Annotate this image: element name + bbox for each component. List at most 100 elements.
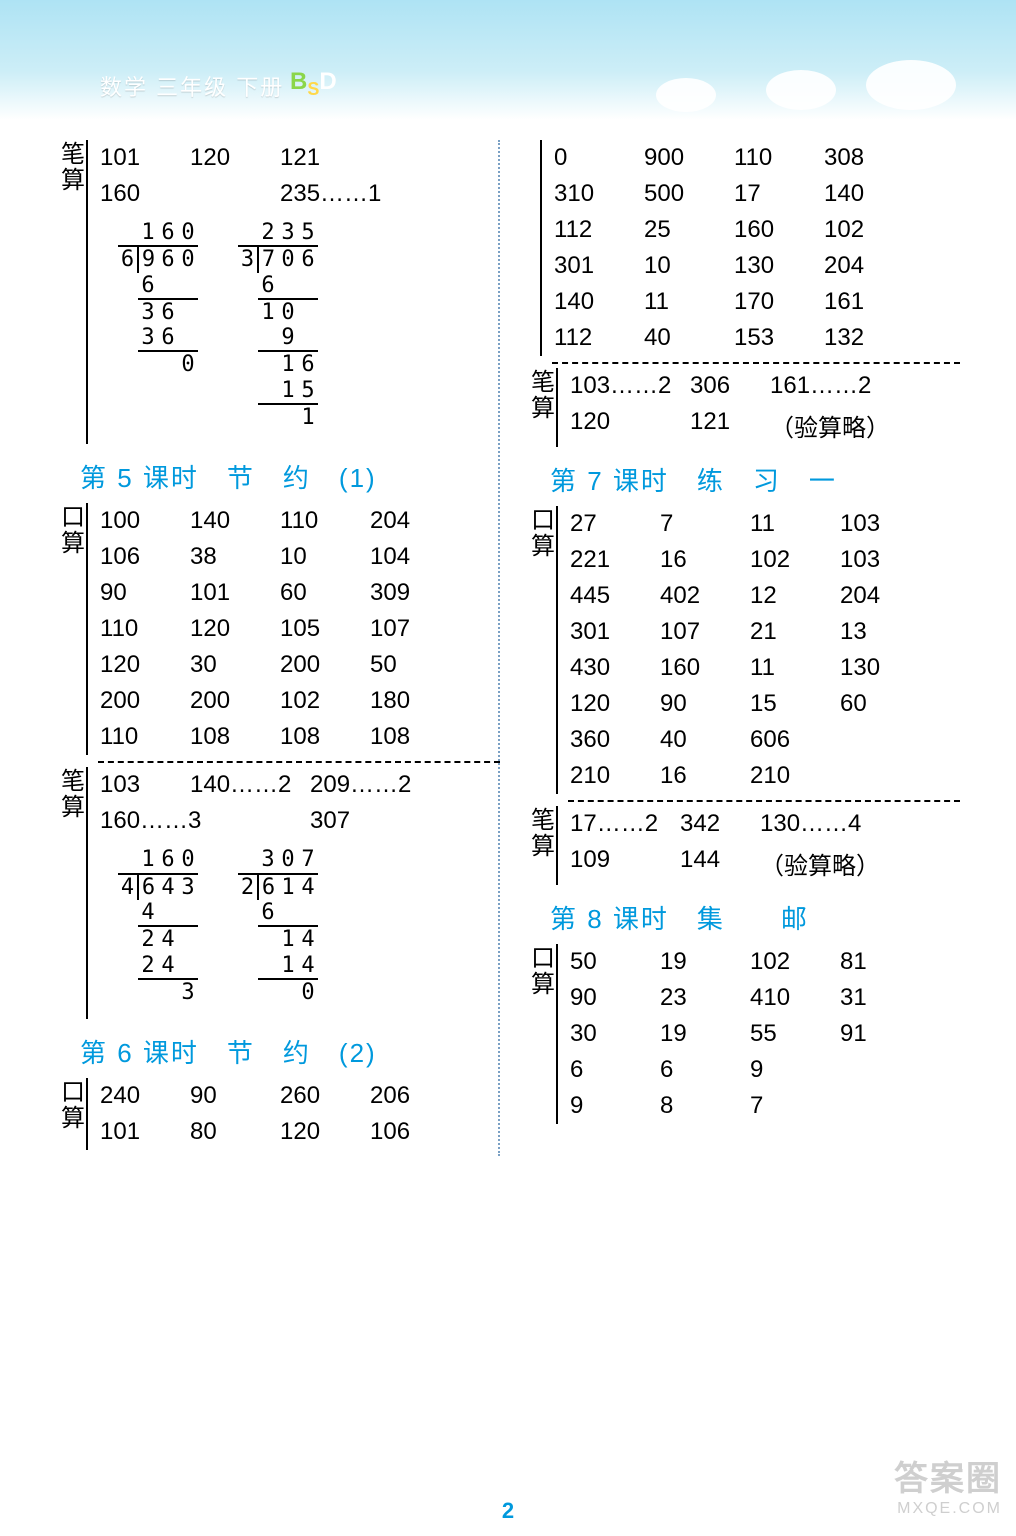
answer-cell: 120: [188, 611, 278, 647]
kousuan-block: 口算 2409026020610180120106: [60, 1078, 500, 1150]
long-division: 3072614614140: [238, 847, 318, 1005]
answer-grid: 2409026020610180120106: [98, 1078, 458, 1150]
answer-cell: 31: [838, 980, 928, 1016]
answer-cell: 60: [838, 686, 928, 722]
answer-cell: [918, 404, 922, 447]
answer-cell: 180: [368, 683, 458, 719]
answer-cell: 50: [568, 944, 658, 980]
answer-cell: 306: [688, 368, 768, 404]
answer-cell: 445: [568, 578, 658, 614]
answer-cell: 7: [658, 506, 748, 542]
vertical-label: 笔算: [530, 368, 558, 447]
answer-cell: 15: [748, 686, 838, 722]
answer-cell: 110: [278, 503, 368, 539]
answer-cell: 120: [568, 686, 658, 722]
answer-cell: 102: [748, 542, 838, 578]
answer-cell: 60: [278, 575, 368, 611]
answer-cell: 100: [98, 503, 188, 539]
answer-cell: 140: [188, 503, 278, 539]
answer-cell: 606: [748, 722, 838, 758]
vertical-label: 口算: [530, 506, 558, 794]
dashed-divider: [552, 362, 960, 364]
watermark: 答案圈 MXQE.COM: [894, 1451, 1002, 1518]
answer-cell: [838, 1088, 928, 1124]
header-edition: BSD: [290, 68, 337, 100]
answer-cell: 91: [838, 1016, 928, 1052]
answer-cell: 107: [658, 614, 748, 650]
left-column: 笔算 101120121160235……1 1606960636360 2353…: [60, 140, 500, 1156]
kousuan-block: 口算 2771110322116102103445402122043011072…: [530, 506, 960, 794]
answer-cell: 30: [188, 647, 278, 683]
answer-cell: 104: [368, 539, 458, 575]
answer-cell: 402: [658, 578, 748, 614]
answer-cell: 206: [368, 1078, 458, 1114]
answer-cell: 900: [642, 140, 732, 176]
answer-cell: 360: [568, 722, 658, 758]
answer-cell: 19: [658, 944, 748, 980]
edition-b: B: [290, 68, 307, 95]
answer-cell: 204: [838, 578, 928, 614]
answer-cell: 110: [98, 719, 188, 755]
answer-cell: 200: [188, 683, 278, 719]
answer-cell: 10: [642, 248, 732, 284]
answer-cell: 307: [308, 803, 438, 839]
answer-cell: 17: [732, 176, 822, 212]
answer-cell: 108: [188, 719, 278, 755]
answer-cell: 90: [188, 1078, 278, 1114]
answer-cell: 204: [822, 248, 912, 284]
content-columns: 笔算 101120121160235……1 1606960636360 2353…: [0, 120, 1016, 1166]
lesson-title: 第 7 课时 练 习 一: [550, 461, 960, 498]
answer-cell: 204: [368, 503, 458, 539]
answer-grid: 2771110322116102103445402122043011072113…: [568, 506, 928, 794]
bisuan-block: 笔算 17……2342130……4109144（验算略）: [530, 806, 960, 885]
answer-cell: 10: [278, 539, 368, 575]
answer-cell: 160: [98, 176, 188, 212]
answer-grid: 101120121160235……1: [98, 140, 500, 212]
vertical-label: 口算: [60, 503, 88, 755]
watermark-url: MXQE.COM: [894, 1500, 1002, 1518]
answer-cell: 6: [568, 1052, 658, 1088]
answer-cell: 38: [188, 539, 278, 575]
answer-cell: 430: [568, 650, 658, 686]
answer-cell: 161……2: [768, 368, 918, 404]
vertical-label: 笔算: [60, 767, 88, 1019]
answer-cell: 103: [98, 767, 188, 803]
answer-cell: [188, 176, 278, 212]
answer-cell: [838, 722, 928, 758]
answer-cell: 7: [748, 1088, 838, 1124]
answer-cell: 170: [732, 284, 822, 320]
answer-cell: 130……4: [758, 806, 908, 842]
kousuan-block: 0900110308310500171401122516010230110130…: [530, 140, 960, 356]
right-column: 0900110308310500171401122516010230110130…: [500, 140, 960, 1156]
answer-cell: 103: [838, 506, 928, 542]
answer-grid: 103140……2209……2160……3307: [98, 767, 500, 839]
answer-cell: 342: [678, 806, 758, 842]
answer-cell: 200: [278, 647, 368, 683]
answer-cell: 108: [278, 719, 368, 755]
answer-cell: 16: [658, 758, 748, 794]
edition-d: D: [319, 68, 336, 95]
long-division: 2353706610916151: [238, 220, 318, 430]
answer-cell: 120: [278, 1114, 368, 1150]
answer-cell: 310: [552, 176, 642, 212]
answer-cell: 27: [568, 506, 658, 542]
answer-cell: 30: [568, 1016, 658, 1052]
answer-cell: 25: [642, 212, 732, 248]
lesson-title: 第 5 课时 节 约 (1): [80, 458, 500, 495]
answer-cell: 16: [658, 542, 748, 578]
answer-cell: 90: [98, 575, 188, 611]
kousuan-block: 口算 50191028190234103130195591669987: [530, 944, 960, 1124]
answer-cell: 11: [748, 650, 838, 686]
answer-cell: 90: [658, 686, 748, 722]
bisuan-block: 笔算 103……2306161……2120121（验算略）: [530, 368, 960, 447]
answer-cell: 410: [748, 980, 838, 1016]
answer-cell: 81: [838, 944, 928, 980]
answer-cell: 102: [278, 683, 368, 719]
answer-cell: 121: [688, 404, 768, 447]
vertical-rule: [530, 140, 542, 356]
answer-cell: [438, 767, 442, 803]
answer-cell: 235……1: [278, 176, 428, 212]
answer-cell: 19: [658, 1016, 748, 1052]
answer-grid: 0900110308310500171401122516010230110130…: [552, 140, 912, 356]
answer-cell: 112: [552, 212, 642, 248]
